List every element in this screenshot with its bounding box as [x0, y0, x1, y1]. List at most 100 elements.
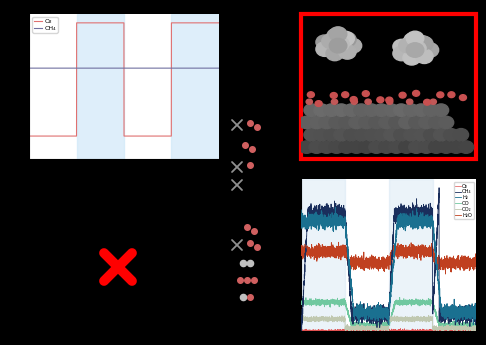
Circle shape [403, 35, 420, 49]
Circle shape [399, 141, 414, 153]
H₂O [473, 260, 479, 265]
H₂ [329, 219, 334, 224]
CH₄ [63, 66, 69, 70]
H₂O [329, 254, 334, 258]
CO₂ [329, 314, 334, 318]
O₂ [34, 134, 40, 138]
CO [453, 328, 459, 332]
Bar [172, 14, 219, 159]
H₂ [386, 323, 392, 327]
Circle shape [344, 38, 362, 53]
Circle shape [444, 129, 459, 141]
CH₄ [451, 317, 457, 321]
Circle shape [339, 45, 356, 59]
Point [236, 277, 244, 283]
Point [243, 224, 251, 230]
CO₂ [365, 327, 371, 331]
Point [239, 294, 247, 300]
Circle shape [330, 38, 347, 53]
Point [246, 162, 254, 168]
Circle shape [459, 95, 467, 100]
Circle shape [409, 41, 426, 56]
Line: CH₄: CH₄ [301, 188, 476, 331]
Circle shape [326, 46, 344, 61]
Circle shape [409, 116, 424, 129]
Circle shape [414, 129, 429, 141]
Circle shape [314, 104, 329, 116]
Circle shape [377, 97, 384, 103]
H₂ [298, 208, 304, 212]
Circle shape [330, 92, 337, 98]
H₂ [365, 314, 371, 318]
Circle shape [331, 37, 349, 51]
CO₂ [470, 325, 476, 329]
CO [373, 322, 379, 326]
Circle shape [399, 38, 417, 53]
CO [470, 322, 476, 326]
O₂ [298, 328, 304, 333]
Point [250, 228, 258, 234]
Circle shape [362, 91, 369, 97]
CO₂ [373, 327, 379, 331]
Circle shape [413, 90, 419, 96]
Circle shape [374, 104, 389, 116]
Circle shape [330, 27, 347, 41]
Circle shape [324, 104, 339, 116]
Circle shape [306, 99, 312, 104]
Circle shape [354, 129, 369, 141]
H₂O [443, 272, 449, 276]
Circle shape [322, 34, 339, 48]
Line: O₂: O₂ [301, 328, 476, 331]
O₂ [470, 328, 476, 332]
Circle shape [424, 99, 431, 105]
Line: CO₂: CO₂ [301, 315, 476, 331]
Circle shape [421, 43, 439, 57]
Circle shape [393, 39, 410, 54]
Circle shape [389, 141, 404, 153]
Circle shape [394, 129, 409, 141]
Point [246, 120, 254, 126]
Circle shape [351, 99, 358, 104]
CO₂ [368, 329, 374, 333]
Circle shape [334, 129, 349, 141]
Circle shape [437, 92, 444, 98]
CO [397, 295, 402, 299]
Circle shape [404, 129, 419, 141]
Y-axis label: Concentration (%): Concentration (%) [0, 51, 10, 121]
Circle shape [307, 92, 314, 98]
H₂ [451, 316, 457, 320]
Point [239, 260, 247, 266]
Circle shape [316, 35, 333, 49]
H₂O [365, 259, 371, 263]
Point [246, 294, 254, 300]
Circle shape [326, 31, 344, 45]
Circle shape [430, 99, 436, 104]
CH₄ [318, 212, 324, 216]
CO₂ [473, 326, 479, 330]
CO [329, 300, 334, 304]
Circle shape [309, 116, 324, 129]
Point [253, 244, 261, 250]
Circle shape [406, 43, 424, 57]
O₂ [451, 329, 457, 333]
Legend: O₂, CH₄: O₂, CH₄ [32, 17, 58, 33]
Circle shape [319, 141, 334, 153]
Circle shape [389, 116, 404, 129]
H₂O [298, 248, 304, 252]
O₂ [473, 329, 479, 333]
Circle shape [414, 104, 429, 116]
H₂ [332, 205, 338, 209]
Circle shape [339, 32, 356, 47]
Circle shape [365, 99, 371, 104]
Circle shape [406, 31, 424, 46]
Circle shape [394, 104, 409, 116]
Circle shape [309, 141, 324, 153]
Circle shape [369, 141, 384, 153]
Circle shape [409, 141, 424, 153]
Circle shape [384, 129, 399, 141]
Point [243, 277, 251, 283]
Circle shape [379, 116, 394, 129]
Bar [301, 179, 345, 331]
CO₂ [298, 318, 304, 322]
Circle shape [414, 36, 431, 50]
